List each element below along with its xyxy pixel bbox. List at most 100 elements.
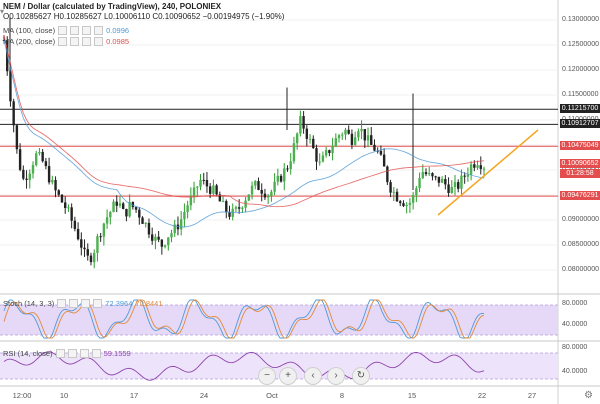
candle-body [292, 143, 296, 162]
candle-body [15, 125, 19, 150]
candles-group [2, 34, 486, 269]
candle-body [318, 161, 321, 163]
time-tick-label: 17 [129, 391, 139, 400]
indicator-ma100[interactable]: MA (100, close) 0.0996 [3, 26, 129, 35]
scroll-left-button[interactable]: ‹ [304, 367, 322, 385]
candle-body [128, 201, 131, 217]
candle-body [86, 249, 89, 256]
candle-body [57, 190, 60, 195]
candle-body [54, 179, 57, 191]
candle-body [244, 200, 247, 208]
scroll-right-button[interactable]: › [327, 367, 345, 385]
candle-body [434, 176, 437, 178]
chart-legend-symbol: NEM / Dollar (calculated by TradingView)… [3, 2, 221, 11]
candle-body [424, 172, 428, 175]
candle-body [254, 181, 257, 186]
ma200-label: MA (200, close) [3, 37, 56, 46]
rsi-tick-80: 80.0000 [562, 344, 588, 351]
close-icon[interactable] [82, 37, 92, 46]
candle-body [305, 128, 309, 139]
candle-body [225, 201, 228, 213]
more-icon[interactable] [94, 26, 104, 35]
more-icon[interactable] [93, 299, 103, 308]
candle-body [379, 150, 383, 155]
eye-icon[interactable] [55, 349, 65, 358]
candle-body [73, 220, 77, 229]
candle-body [312, 138, 315, 149]
gear-icon[interactable]: ⚙ [584, 390, 593, 401]
candle-body [457, 182, 460, 189]
settings-icon[interactable] [67, 349, 77, 358]
stoch-legend[interactable]: Stoch (14, 3, 3) 72.3964 70.8441 [3, 299, 163, 308]
candle-body [99, 236, 102, 238]
time-tick-label: 27 [527, 391, 537, 400]
settings-icon[interactable] [70, 37, 80, 46]
candle-body [263, 193, 267, 198]
candle-body [109, 212, 112, 218]
close-icon[interactable] [79, 349, 89, 358]
candle-body [360, 129, 363, 132]
candle-body [96, 236, 99, 253]
candle-body [25, 178, 28, 180]
more-icon[interactable] [94, 37, 104, 46]
candle-body [102, 223, 106, 237]
eye-icon[interactable] [57, 299, 67, 308]
ma100-value: 0.0996 [106, 26, 130, 35]
indicator-ma200[interactable]: MA (200, close) 0.0985 [3, 37, 129, 46]
eye-icon[interactable] [58, 26, 68, 35]
zoom-out-button[interactable]: − [258, 367, 276, 385]
candle-body [428, 173, 431, 175]
candle-body [112, 201, 115, 213]
collapse-arrow-icon[interactable]: ▾ [0, 7, 5, 16]
candle-body [38, 151, 41, 154]
price-tag: 0.09476291 [560, 191, 600, 201]
settings-icon[interactable] [70, 26, 80, 35]
candle-body [473, 164, 476, 168]
rsi-legend[interactable]: RSI (14, close) 59.1559 [3, 349, 131, 358]
eye-icon[interactable] [58, 37, 68, 46]
candle-body [408, 202, 412, 205]
time-tick-label: Oct [266, 391, 278, 400]
stoch-band [0, 305, 558, 335]
ma100-label: MA (100, close) [3, 26, 56, 35]
candle-body [125, 208, 128, 217]
candle-body [186, 205, 189, 213]
candle-body [386, 166, 389, 183]
candle-body [418, 178, 421, 189]
settings-icon[interactable] [69, 299, 79, 308]
stoch-k-value: 72.3964 [105, 299, 133, 308]
ma200-value: 0.0985 [106, 37, 130, 46]
candle-body [482, 168, 486, 170]
candle-body [237, 207, 241, 209]
close-icon[interactable] [81, 299, 91, 308]
candle-body [179, 219, 183, 230]
reset-chart-button[interactable]: ↻ [352, 367, 370, 385]
candle-body [321, 155, 325, 162]
price-tick-label: 0.09000000 [562, 216, 599, 223]
candle-body [440, 179, 444, 183]
close-icon[interactable] [82, 26, 92, 35]
candle-body [315, 148, 318, 162]
price-tag: 0.10912707 [560, 119, 600, 129]
rsi-line [3, 351, 485, 381]
candle-body [163, 245, 167, 247]
candle-body [382, 154, 386, 167]
candle-body [308, 138, 312, 140]
candle-body [363, 129, 367, 141]
candle-body [399, 201, 402, 204]
symbol-title: NEM / Dollar (calculated by TradingView)… [3, 2, 222, 11]
more-icon[interactable] [91, 349, 101, 358]
zoom-in-button[interactable]: + [279, 367, 297, 385]
time-tick-label: 22 [477, 391, 487, 400]
candle-body [299, 116, 302, 134]
stoch-d-value: 70.8441 [135, 299, 163, 308]
candle-body [241, 207, 244, 209]
candle-body [373, 144, 376, 151]
price-tag: 0.11215700 [560, 104, 600, 114]
candle-body [250, 185, 254, 195]
candle-body [80, 239, 83, 248]
candle-body [205, 179, 209, 187]
candle-body [208, 186, 212, 194]
